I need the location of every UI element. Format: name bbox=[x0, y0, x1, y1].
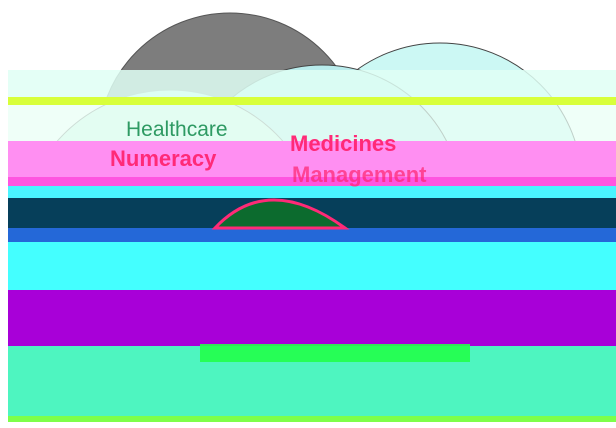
label-numeracy: Numeracy bbox=[110, 146, 217, 171]
band-mint-2 bbox=[8, 105, 616, 141]
band-mint-top bbox=[8, 70, 616, 100]
overlap-strip bbox=[200, 344, 470, 362]
band-cyan-2 bbox=[8, 242, 616, 290]
band-lime-1 bbox=[8, 97, 616, 105]
band-lime-bottom bbox=[8, 416, 616, 422]
band-blue bbox=[8, 228, 616, 242]
band-pink-1 bbox=[8, 141, 616, 177]
centre-overlap bbox=[211, 198, 350, 230]
label-medicines: Medicines bbox=[290, 131, 397, 156]
band-purple bbox=[8, 290, 616, 346]
band-cyan-1 bbox=[8, 186, 616, 198]
label-management: Management bbox=[292, 162, 427, 187]
label-healthcare: Healthcare bbox=[126, 118, 228, 141]
